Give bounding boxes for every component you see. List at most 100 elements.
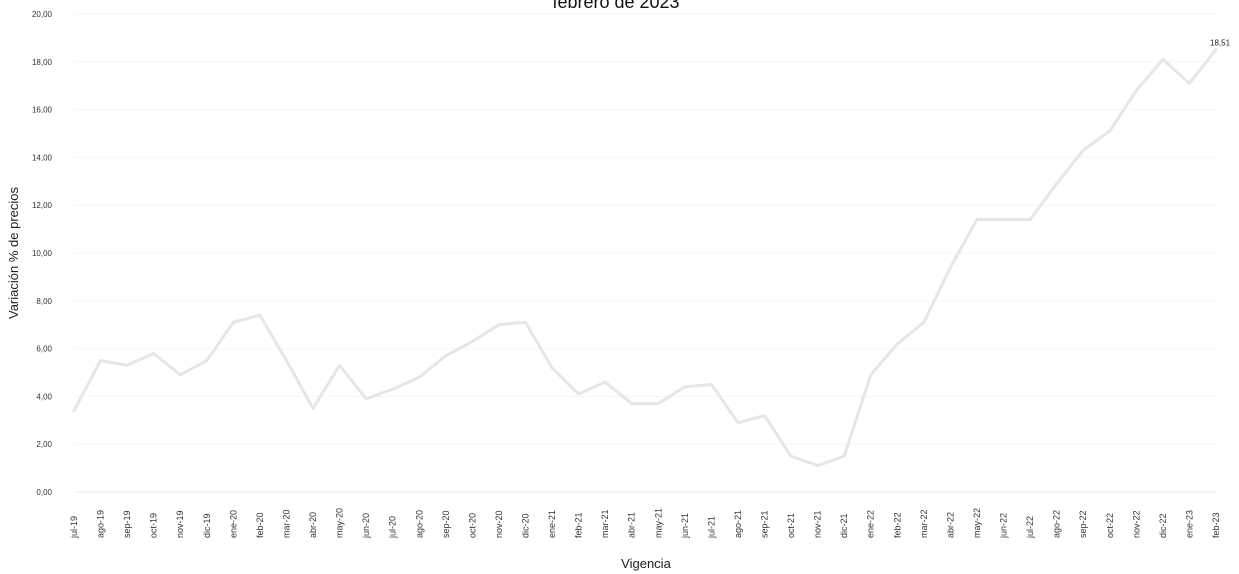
data-point-jun-22 [1002, 218, 1005, 221]
x-tick-label: jul-22 [1025, 516, 1035, 539]
last-value-label: 18,51 [1210, 39, 1231, 48]
x-tick-label: may-21 [653, 508, 663, 538]
x-tick-label: may-20 [335, 508, 345, 538]
data-point-jul-22 [1028, 218, 1032, 221]
x-tick-label: ene-23 [1184, 510, 1194, 538]
data-point-may-21 [656, 402, 660, 405]
data-point-may-20 [338, 363, 341, 367]
data-point-sep-20 [444, 354, 448, 358]
x-tick-label: ene-20 [228, 510, 238, 538]
x-axis-label: Vigencia [621, 556, 671, 571]
data-point-mar-20 [285, 359, 288, 362]
y-tick-label: 12,00 [32, 201, 53, 210]
data-point-abr-21 [630, 402, 634, 405]
data-point-nov-21 [816, 464, 820, 468]
data-point-jun-21 [683, 385, 687, 389]
data-point-ene-23 [1188, 81, 1191, 85]
x-tick-label: sep-20 [441, 510, 451, 538]
y-tick-label: 6,00 [36, 345, 52, 354]
data-point-jul-21 [709, 383, 713, 386]
x-tick-label: mar-22 [919, 509, 929, 538]
data-point-oct-19 [152, 351, 156, 355]
data-point-oct-21 [789, 454, 793, 458]
x-tick-label: dic-22 [1158, 513, 1168, 538]
data-point-nov-22 [1134, 89, 1138, 92]
x-tick-label: nov-19 [175, 510, 185, 538]
data-point-dic-20 [524, 320, 527, 324]
x-tick-label: abr-20 [308, 512, 318, 538]
data-point-sep-21 [763, 414, 766, 417]
x-tick-label: oct-20 [467, 513, 477, 538]
x-tick-label: sep-19 [122, 510, 132, 538]
data-point-dic-19 [205, 359, 209, 362]
data-point-abr-22 [949, 265, 952, 269]
y-tick-label: 14,00 [32, 153, 53, 162]
x-tick-label: dic-19 [202, 513, 212, 538]
x-tick-label: nov-22 [1131, 510, 1141, 538]
x-tick-label: ago-21 [733, 510, 743, 538]
data-point-oct-20 [470, 340, 474, 343]
data-point-mar-22 [922, 320, 926, 324]
x-tick-label: sep-22 [1078, 510, 1088, 538]
data-point-feb-20 [258, 313, 262, 317]
data-point-feb-23 [1214, 48, 1218, 52]
data-point-sep-22 [1081, 148, 1085, 152]
y-tick-label: 10,00 [32, 249, 53, 258]
x-tick-label: may-22 [972, 508, 982, 538]
y-tick-label: 8,00 [36, 297, 52, 306]
y-tick-label: 2,00 [36, 440, 52, 449]
x-tick-label: ago-22 [1052, 510, 1062, 538]
data-point-dic-21 [842, 454, 846, 458]
y-tick-label: 16,00 [32, 106, 53, 115]
data-point-jul-20 [391, 387, 395, 391]
data-point-ago-20 [417, 375, 421, 379]
data-point-nov-19 [178, 373, 182, 377]
data-point-feb-21 [577, 392, 581, 396]
data-point-nov-20 [497, 323, 501, 327]
x-tick-label: jul-21 [706, 516, 716, 539]
x-tick-label: ago-20 [414, 510, 424, 538]
x-tick-label: feb-23 [1211, 512, 1221, 538]
data-point-ene-22 [869, 373, 873, 377]
y-tick-label: 18,00 [32, 58, 53, 67]
x-tick-label: ene-21 [547, 510, 557, 538]
x-tick-label: jun-21 [680, 513, 690, 539]
x-tick-label: feb-20 [255, 512, 265, 538]
x-tick-label: jul-20 [388, 516, 398, 539]
data-point-oct-22 [1108, 129, 1112, 133]
x-tick-label: mar-21 [600, 509, 610, 538]
x-tick-label: oct-19 [149, 513, 159, 538]
x-tick-label: mar-20 [281, 509, 291, 538]
data-point-ene-21 [550, 366, 554, 370]
data-point-jun-20 [364, 397, 368, 401]
data-point-feb-22 [895, 342, 899, 346]
data-point-may-22 [975, 218, 979, 221]
data-point-ene-20 [231, 320, 235, 324]
y-tick-label: 0,00 [36, 488, 52, 497]
y-axis-label: Variación % de precios [6, 187, 21, 319]
y-tick-label: 4,00 [36, 392, 52, 401]
x-tick-label: feb-21 [574, 512, 584, 538]
x-tick-label: dic-21 [839, 513, 849, 538]
data-point-sep-19 [125, 363, 129, 367]
x-tick-label: oct-22 [1105, 513, 1115, 538]
x-tick-label: nov-21 [813, 510, 823, 538]
x-tick-label: jun-20 [361, 513, 371, 539]
data-point-mar-21 [603, 380, 607, 384]
x-tick-label: ago-19 [96, 510, 106, 538]
x-tick-label: dic-20 [520, 513, 530, 538]
data-point-ago-22 [1055, 182, 1059, 186]
y-axis: 0,00 2,00 4,00 6,00 8,00 10,00 12,00 14,00 16,00… [32, 10, 53, 497]
x-axis: jul-19 ago-19 sep-19 oct-19 nov-19 dic-19 ene-… [69, 491, 1221, 539]
x-tick-label: jun-22 [999, 513, 1009, 539]
series-line [72, 48, 1218, 468]
grid-layer [74, 13, 1216, 493]
x-tick-label: sep-21 [760, 510, 770, 538]
data-point-ago-21 [736, 421, 740, 425]
series-layer [72, 48, 1218, 468]
y-tick-label: 20,00 [32, 10, 53, 19]
data-point-dic-22 [1161, 58, 1165, 61]
data-point-jul-19 [72, 409, 76, 413]
